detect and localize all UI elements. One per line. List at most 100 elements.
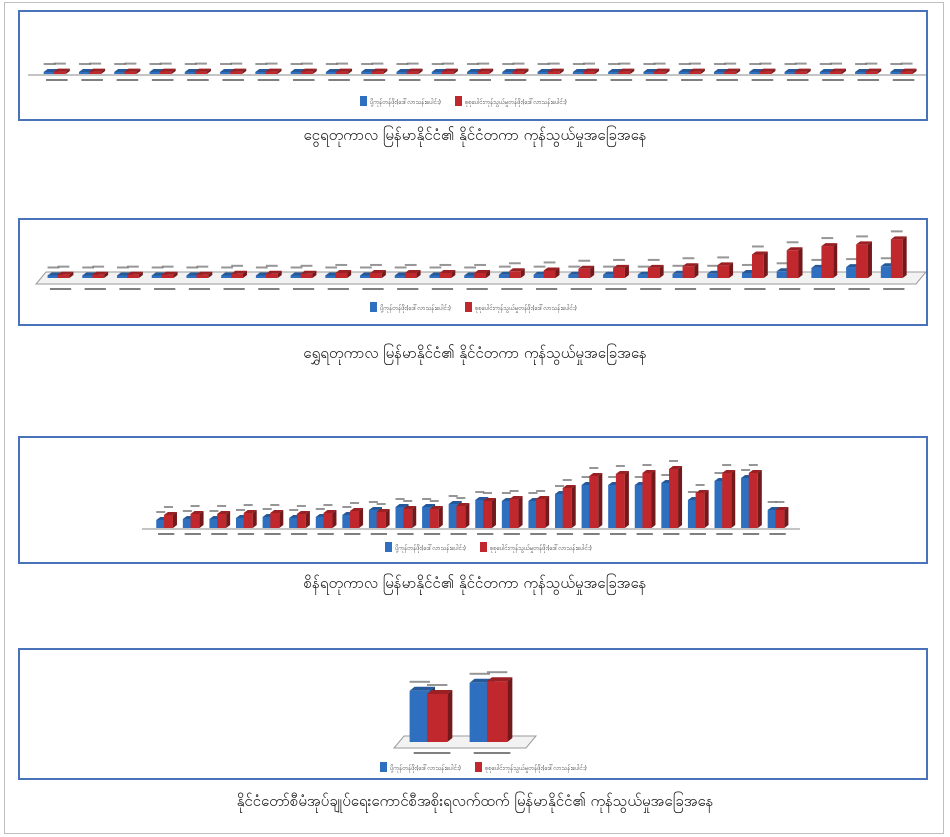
data-label-mark	[748, 464, 758, 466]
data-label-mark	[536, 490, 546, 492]
data-label-mark	[182, 510, 192, 512]
category-tick-label-23	[769, 533, 786, 535]
data-label-mark	[786, 241, 799, 244]
bar-total-1	[92, 271, 109, 278]
category-tick-label-1	[81, 79, 103, 81]
legend-label-total: စုစုပေါင်းကုန်သွယ်မှုတန်ဖိုး(ဒေါ်လာသန်းပ…	[485, 764, 587, 773]
category-tick-label-16	[610, 79, 633, 81]
category-tick-label-18	[681, 79, 703, 81]
legend-swatch-total	[455, 96, 462, 106]
category-tick-label-16	[605, 288, 627, 290]
chart-panel-silver-jubilee: ပို့ကုန်တန်ဖိုး(ဒေါ်လာသန်းပေါင်း) စုစုပေါ…	[18, 10, 930, 121]
caption-diamond-jubilee: စိန်ရတုကာလ မြန်မာနိုင်ငံ၏ နိုင်ငံတကာ ကုန…	[303, 574, 647, 592]
category-tick-label-20	[751, 79, 774, 81]
category-tick-label-19	[663, 533, 680, 535]
bar-total-0	[163, 512, 177, 528]
bar-total-16	[589, 473, 603, 528]
bar-total-8	[335, 269, 352, 278]
data-label-mark	[486, 671, 508, 674]
data-label-mark	[722, 464, 732, 466]
category-tick-label-8	[370, 533, 387, 535]
chart-svg-sac: ပို့ကုန်တန်ဖိုး(ဒေါ်လာသန်းပေါင်း) စုစုပေါ…	[380, 671, 587, 773]
bar-total-21	[786, 247, 803, 278]
data-label-mark	[830, 62, 842, 65]
data-label-mark	[395, 498, 405, 500]
data-label-mark	[672, 264, 685, 267]
data-label-mark	[642, 464, 652, 466]
legend-label-export: ပို့ကုန်တန်ဖိုး(ဒေါ်လာသန်းပေါင်း)	[370, 98, 441, 107]
bar-total-15	[562, 485, 576, 528]
legend-swatch-export	[385, 542, 392, 552]
bar-total-7	[300, 270, 317, 278]
bar-total-16	[613, 264, 629, 278]
category-tick-label-19	[709, 288, 731, 290]
data-label-mark	[360, 266, 372, 269]
data-label-mark	[653, 62, 666, 65]
data-label-mark	[717, 256, 730, 259]
chart-legend: ပို့ကုန်တန်ဖိုး(ဒေါ်လာသန်းပေါင်း) စုစုပေါ…	[385, 542, 592, 553]
category-tick-label-2	[119, 288, 141, 290]
data-label-mark	[336, 62, 349, 65]
data-label-mark	[209, 510, 219, 512]
category-tick-label-10	[397, 288, 419, 290]
data-label-mark	[568, 265, 581, 268]
category-tick-label-24	[883, 288, 905, 290]
data-label-mark	[323, 504, 333, 506]
bar-total-3	[159, 68, 176, 74]
bar-total-11	[439, 269, 456, 278]
legend-label-export: ပို့ကုန်တန်ဖိုး(ဒေါ်လာသန်းပေါင်း)	[395, 544, 466, 553]
data-label-mark	[603, 265, 615, 268]
data-label-mark	[396, 63, 409, 65]
data-label-mark	[528, 492, 538, 494]
bar-total-12	[482, 498, 496, 528]
bar-total-12	[474, 269, 491, 278]
bar-total-8	[376, 509, 390, 528]
bar-total-23	[856, 241, 872, 278]
bar-total-13	[512, 68, 529, 74]
category-tick-label-22	[813, 288, 836, 290]
data-label-mark	[217, 505, 227, 507]
bar-total-4	[194, 68, 211, 74]
data-label-mark	[289, 509, 299, 511]
data-label-mark	[900, 62, 913, 65]
data-label-mark	[325, 266, 338, 269]
data-label-mark	[255, 63, 268, 65]
data-label-mark	[429, 500, 439, 502]
legend-label-export: ပို့ကုန်တန်ဖိုး(ဒေါ်လာသန်းပေါင်း)	[390, 764, 461, 773]
data-label-mark	[578, 259, 591, 262]
bar-total-5	[231, 270, 247, 278]
data-label-mark	[501, 492, 511, 494]
data-label-mark	[695, 484, 705, 486]
data-label-mark	[543, 261, 556, 264]
data-label-mark	[533, 265, 546, 268]
bar-total-24	[890, 236, 907, 278]
category-tick-label-19	[716, 79, 738, 81]
data-label-mark	[422, 498, 432, 500]
category-tick-label-6	[317, 533, 334, 535]
data-label-mark	[474, 263, 487, 266]
data-label-mark	[114, 63, 127, 65]
category-tick-label-15	[570, 288, 592, 290]
bar-total-14	[547, 68, 564, 74]
bar-total-20	[695, 490, 709, 528]
category-tick-label-14	[530, 533, 547, 535]
bar-total-11	[456, 503, 470, 528]
category-tick-label-6	[257, 79, 280, 81]
legend-label-total: စုစုပေါင်းကုန်သွယ်မှုတန်ဖိုး(ဒေါ်လာသန်းပ…	[490, 544, 592, 553]
category-tick-label-12	[469, 79, 491, 81]
data-label-mark	[477, 62, 490, 65]
data-label-mark	[127, 265, 139, 268]
data-label-mark	[502, 63, 515, 65]
data-label-mark	[856, 235, 868, 238]
data-label-mark	[714, 472, 724, 474]
bar-total-18	[642, 470, 656, 528]
data-label-mark	[482, 492, 492, 494]
data-label-mark	[682, 257, 695, 260]
data-label-mark	[161, 265, 174, 268]
category-tick-label-17	[609, 533, 627, 535]
legend-swatch-total	[475, 762, 482, 772]
chart-legend: ပို့ကုန်တန်ဖိုး(ဒေါ်လာသန်းပေါင်း) စုစုပေါ…	[360, 96, 567, 107]
bar-total-9	[371, 68, 388, 74]
data-label-mark	[608, 476, 618, 478]
data-label-mark	[190, 505, 200, 507]
